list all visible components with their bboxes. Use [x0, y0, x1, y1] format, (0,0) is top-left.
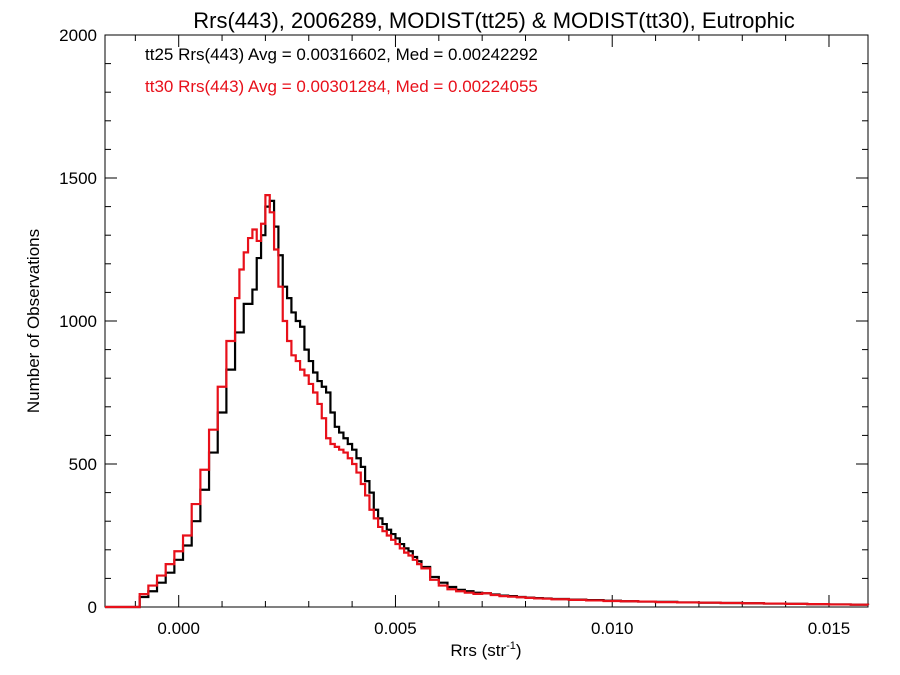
chart-title: Rrs(443), 2006289, MODIST(tt25) & MODIST…: [193, 8, 795, 33]
x-axis-label-end: ): [516, 641, 522, 660]
y-tick-label: 1000: [59, 312, 97, 331]
x-tick-label: 0.005: [374, 619, 417, 638]
series-tt30-line: [105, 194, 870, 609]
x-axis-label: Rrs (str-1): [450, 640, 521, 660]
x-axis-label-main: Rrs (str: [450, 641, 506, 660]
legend-entry-tt30: tt30 Rrs(443) Avg = 0.00301284, Med = 0.…: [145, 77, 538, 96]
y-axis-label: Number of Observations: [24, 229, 43, 413]
y-tick-label: 500: [69, 455, 97, 474]
y-tick-label: 2000: [59, 26, 97, 45]
y-tick-label: 1500: [59, 169, 97, 188]
x-tick-label: 0.015: [808, 619, 851, 638]
y-axis-ticks: 0 500 1000 1500 2000: [59, 26, 868, 617]
legend-entry-tt25: tt25 Rrs(443) Avg = 0.00316602, Med = 0.…: [145, 45, 538, 64]
x-tick-label: 0.000: [157, 619, 200, 638]
x-tick-label: 0.010: [591, 619, 634, 638]
x-axis-label-superscript: -1: [506, 640, 516, 652]
y-tick-label: 0: [88, 598, 97, 617]
series-group: [105, 194, 870, 609]
